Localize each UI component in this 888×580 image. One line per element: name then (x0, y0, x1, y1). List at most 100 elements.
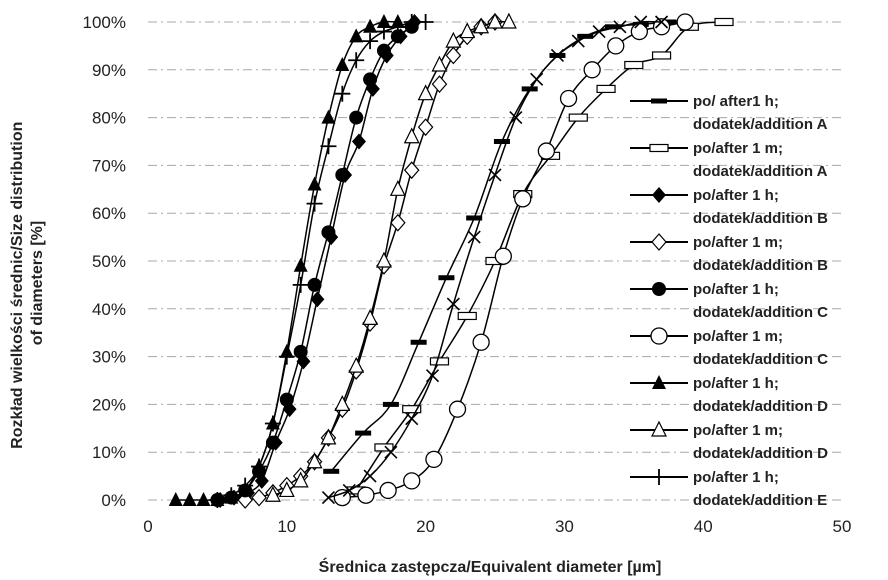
data-point (417, 118, 434, 137)
legend-label: dodatek/addition B (693, 210, 828, 227)
x-tick-label: 20 (416, 517, 435, 536)
legend-label: dodatek/addition A (693, 163, 828, 180)
y-tick-label: 30% (92, 348, 126, 367)
data-point (425, 369, 440, 383)
x-axis-title: Średnica zastępcza/Equivalent diameter [… (319, 557, 662, 576)
data-point (389, 179, 406, 196)
legend-label: dodatek/addition A (693, 116, 828, 133)
data-point (488, 168, 502, 182)
legend-label: po/after 1 m; (693, 140, 783, 157)
data-point (596, 84, 616, 94)
legend: po/ after1 h; dodatek/addition A po/after … (630, 93, 828, 509)
data-point (223, 487, 240, 504)
data-point (634, 15, 648, 29)
data-point (530, 72, 544, 86)
legend-entry-1: po/ after1 h; dodatek/addition A (630, 93, 828, 133)
y-tick-label: 0% (101, 491, 126, 510)
data-point (292, 471, 309, 488)
data-point (348, 356, 365, 373)
y-tick-label: 80% (92, 109, 126, 128)
data-point (376, 43, 391, 58)
legend-label: po/after 1 m; (693, 328, 783, 345)
data-point (493, 139, 510, 144)
data-point (375, 23, 392, 40)
data-point (651, 51, 672, 60)
data-point (390, 29, 405, 44)
data-point (320, 428, 337, 445)
data-point (403, 161, 420, 180)
data-point (652, 375, 666, 389)
legend-label: dodatek/addition C (693, 351, 828, 368)
y-tick-label: 50% (92, 252, 126, 271)
data-point (321, 225, 336, 240)
y-tick-label: 100% (83, 13, 126, 32)
y-tick-label: 20% (92, 395, 126, 414)
series-6 (333, 13, 694, 507)
data-point (348, 52, 365, 69)
data-point (351, 133, 366, 150)
data-point (237, 477, 254, 494)
legend-label: po/after 1 m; (693, 234, 783, 251)
data-point (652, 282, 666, 296)
data-point (293, 344, 308, 359)
data-point (251, 458, 268, 475)
data-point (559, 89, 578, 108)
data-point (349, 28, 364, 43)
y-tick-label: 40% (92, 300, 126, 319)
data-point (466, 215, 483, 221)
data-point (292, 276, 309, 293)
data-point (306, 195, 323, 212)
data-point (405, 412, 419, 426)
y-axis-title-line-1: Rozkład wielkości średnic/Size distribut… (9, 122, 26, 449)
x-tick-label: 0 (143, 517, 152, 536)
legend-entry-6: po/after 1 m; dodatek/addition C (630, 327, 828, 368)
legend-label: dodatek/addition D (693, 445, 828, 462)
data-point (651, 98, 667, 104)
data-point (613, 20, 627, 34)
legend-entry-7: po/after 1 h; dodatek/addition D (630, 375, 828, 415)
data-point (355, 430, 372, 436)
data-point (624, 60, 644, 70)
data-point (323, 468, 340, 474)
legend-label: po/after 1 h; (693, 281, 779, 298)
data-point (651, 469, 667, 485)
data-point (514, 190, 532, 208)
data-point (448, 400, 467, 418)
legend-entry-4: po/after 1 m; dodatek/addition B (630, 233, 828, 274)
series-line (272, 20, 509, 496)
data-point (459, 22, 476, 39)
x-tick-label: 40 (694, 517, 713, 536)
data-point (467, 230, 481, 244)
series-10 (321, 15, 669, 505)
series-line (217, 20, 426, 501)
legend-label: po/after 1 m; (693, 422, 783, 439)
data-point (334, 85, 351, 102)
data-point (168, 492, 183, 506)
legend-label: dodatek/addition D (693, 398, 828, 415)
data-point (417, 14, 434, 30)
data-point (264, 485, 281, 502)
data-point (417, 84, 434, 101)
data-point (389, 18, 406, 35)
data-point (403, 14, 420, 30)
y-tick-label: 90% (92, 61, 126, 80)
data-point (654, 15, 669, 29)
data-point (402, 405, 422, 414)
data-point (494, 247, 512, 265)
data-point (410, 339, 427, 345)
data-point (349, 110, 364, 125)
series-line (328, 20, 662, 499)
data-point (382, 401, 399, 407)
legend-label: dodatek/addition B (693, 257, 828, 274)
legend-entry-9: po/after 1 h; dodatek/addition E (630, 469, 827, 509)
data-point (403, 472, 421, 490)
data-point (342, 483, 356, 498)
data-point (431, 55, 448, 72)
data-point (487, 12, 503, 29)
x-tick-label: 30 (555, 517, 574, 536)
x-tick-label: 10 (277, 517, 296, 536)
legend-label: po/ after1 h; (693, 93, 779, 110)
data-point (652, 187, 666, 203)
data-point (500, 12, 517, 29)
